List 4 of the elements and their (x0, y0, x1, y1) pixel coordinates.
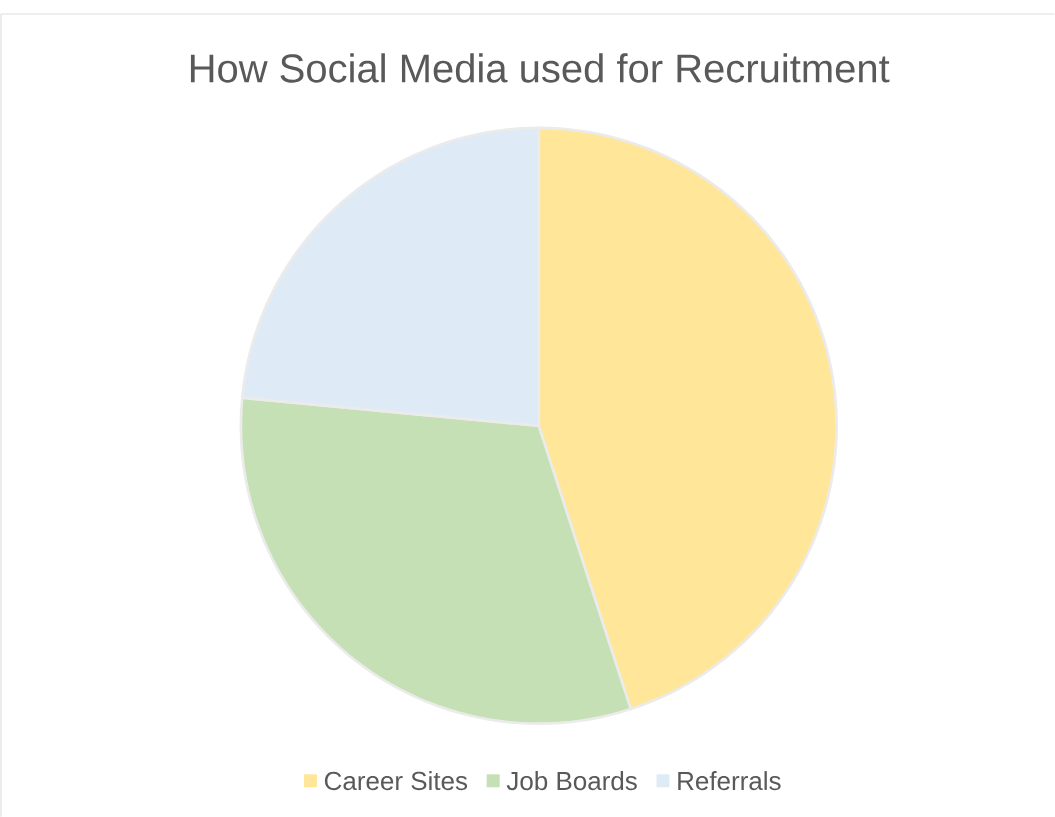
legend-label: Career Sites (324, 771, 468, 791)
legend-label: Referrals (678, 771, 781, 791)
chart-title: How Social Media used for Recruitment (190, 53, 890, 83)
legend-label: Job Boards (506, 771, 637, 791)
